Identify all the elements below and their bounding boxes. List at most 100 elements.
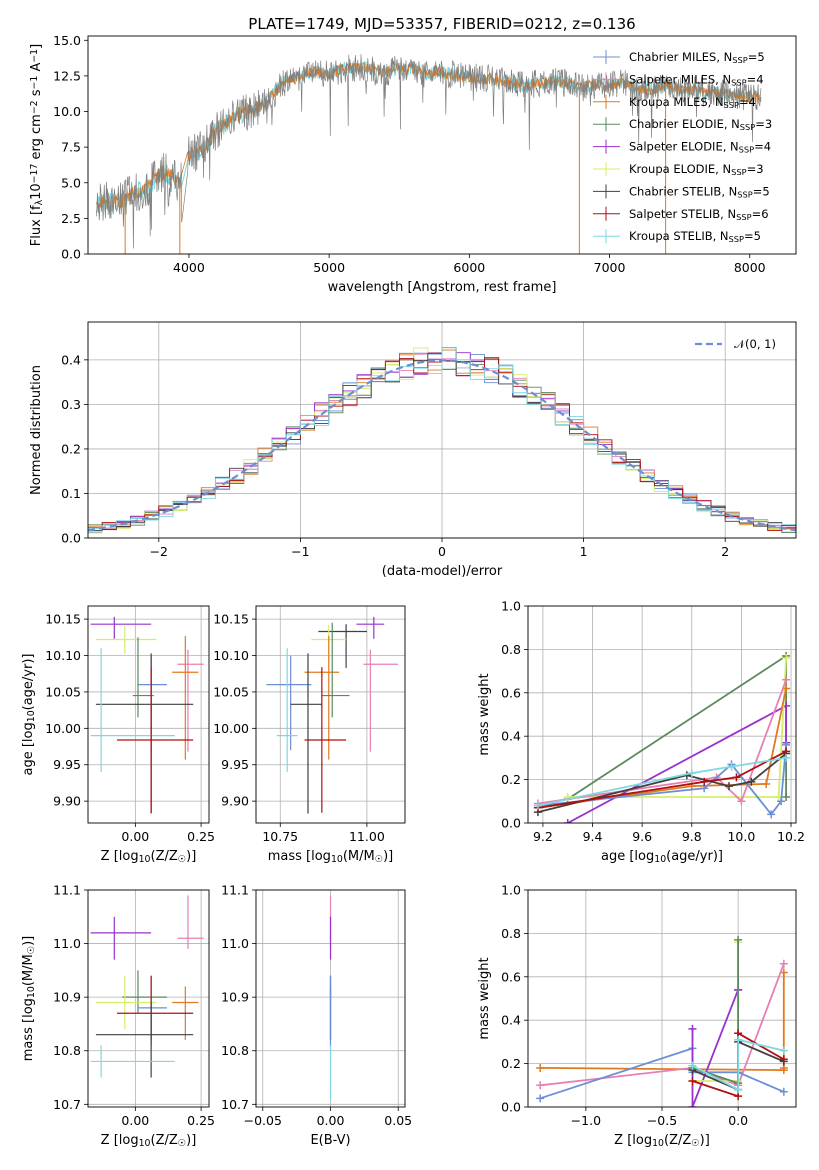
y-tick-label: 0.0 <box>61 531 81 546</box>
y-tick-label: 10.7 <box>221 1097 249 1112</box>
spectrum-marks <box>95 54 762 254</box>
spectrum-line <box>96 61 762 212</box>
x-axis-label: Z [log10(Z/Z☉)] <box>614 1133 710 1149</box>
x-tick-label: −2 <box>150 544 168 559</box>
y-tick-label: 11.1 <box>53 883 81 898</box>
y-tick-label: 9.90 <box>221 794 249 809</box>
y-tick-label: 5.0 <box>61 175 81 190</box>
y-tick-label: 10.9 <box>53 990 81 1005</box>
mass-weight-point <box>767 810 776 819</box>
mass-weight-line <box>567 704 787 823</box>
mass-weight-line <box>692 1038 785 1092</box>
x-axis-label: E(B-V) <box>310 1133 350 1148</box>
mass-weight-point <box>737 797 746 806</box>
y-tick-label: 2.5 <box>61 211 81 226</box>
mass-vs-Z-marks <box>90 895 204 1078</box>
x-tick-label: 9.8 <box>682 829 702 844</box>
x-tick-label: 11.00 <box>349 829 385 844</box>
mass-weight-point <box>734 1035 743 1044</box>
mass-weight-point <box>782 792 791 801</box>
mass-weight-line <box>537 757 787 807</box>
mass-weight-point <box>734 1085 743 1094</box>
mass-weight-point <box>536 1094 545 1103</box>
y-axis-label: mass weight <box>477 673 492 755</box>
y-tick-label: 0.0 <box>501 816 521 831</box>
y-tick-label: 0.8 <box>501 926 521 941</box>
y-tick-label: 0.3 <box>61 397 81 412</box>
x-tick-label: −1 <box>291 544 309 559</box>
y-tick-label: 9.95 <box>53 757 81 772</box>
y-tick-label: 10.00 <box>213 721 249 736</box>
plot-frame <box>87 35 797 255</box>
mass-weight-point <box>779 1087 788 1096</box>
age-vs-Z-marks <box>90 616 204 814</box>
x-tick-label: 9.4 <box>583 829 603 844</box>
x-axis-label: age [log10(age/yr)] <box>601 849 723 865</box>
y-tick-label: 11.1 <box>221 883 249 898</box>
y-tick-label: 0.0 <box>501 1100 521 1115</box>
y-tick-label: 10.15 <box>213 612 249 627</box>
y-tick-label: 1.0 <box>501 599 521 614</box>
mass-weight-line <box>540 972 785 1072</box>
y-axis-label: mass [log10(M/M☉)] <box>21 936 37 1062</box>
y-tick-label: 9.95 <box>221 757 249 772</box>
mass-weight-line <box>692 939 739 1085</box>
x-axis-label: wavelength [Angstrom, rest frame] <box>328 280 557 295</box>
x-tick-label: −0.5 <box>647 1113 677 1128</box>
mass-weight-point <box>688 1103 697 1107</box>
plot-frame <box>527 889 797 1108</box>
x-tick-label: 10.2 <box>777 829 805 844</box>
plot-frame <box>87 321 797 539</box>
y-tick-label: 10.10 <box>45 648 81 663</box>
x-tick-label: 5000 <box>313 260 345 275</box>
plot-frame <box>527 605 797 824</box>
legend-entry: Chabrier STELIB, NSSP=5 <box>629 184 770 199</box>
x-tick-label: 0.00 <box>121 829 149 844</box>
y-tick-label: 10.15 <box>45 612 81 627</box>
x-tick-label: −0.05 <box>244 1113 282 1128</box>
y-tick-label: 10.0 <box>53 104 81 119</box>
x-tick-label: −1.0 <box>571 1113 601 1128</box>
y-tick-label: 0.0 <box>61 247 81 262</box>
massweight-vs-age-axes: 9.2 9.4 9.6 9.8 10.0 10.2 0.0 0.2 0.4 0.6 0.8 1.0 ag… <box>477 599 805 866</box>
mass-weight-point <box>536 1063 545 1072</box>
mass-weight-point <box>563 819 572 823</box>
mass-weight-line <box>540 963 785 1087</box>
x-tick-label: 10.0 <box>727 829 755 844</box>
massweight-vs-Z-axes: −1.0 −0.5 0.0 0.0 0.2 0.4 0.6 0.8 1.0 Z [log10(Z/… <box>477 883 796 1149</box>
y-tick-label: 9.90 <box>53 794 81 809</box>
mass-weight-point <box>700 777 709 786</box>
legend-entry: Salpeter STELIB, NSSP=6 <box>629 207 769 222</box>
x-tick-label: 2 <box>721 544 729 559</box>
mass-weight-point <box>688 1061 697 1070</box>
age-vs-mass-marks <box>266 616 399 814</box>
y-tick-label: 11.0 <box>221 936 249 951</box>
legend-entry: Kroupa ELODIE, NSSP=3 <box>629 162 764 177</box>
x-tick-label: 0.00 <box>317 1113 345 1128</box>
mass-weight-point <box>727 762 736 771</box>
x-axis-label: Z [log10(Z/Z☉)] <box>101 1133 197 1149</box>
y-tick-label: 1.0 <box>501 883 521 898</box>
y-tick-label: 0.6 <box>501 969 521 984</box>
mass-weight-point <box>688 1076 697 1085</box>
mass-weight-point <box>779 1055 788 1064</box>
legend-entry: Kroupa MILES, NSSP=4 <box>629 95 756 110</box>
legend-entry: Salpeter MILES, NSSP=4 <box>629 72 764 87</box>
x-tick-label: 10.75 <box>262 829 298 844</box>
x-axis-label: (data-model)/error <box>382 564 503 579</box>
age-vs-Z-axes: 0.00 0.25 9.90 9.95 10.00 10.05 10.10 10.15 Z [l… <box>21 606 215 865</box>
mass-weight-point <box>688 1024 697 1033</box>
residuals-axes: −2 −1 0 1 2 0.0 0.1 0.2 0.3 0.4 (data-model)/error… <box>29 322 796 579</box>
mass-vs-EBV-axes: −0.05 0.00 0.05 10.7 10.8 10.9 11.0 11.1 E(B-V) <box>221 883 412 1149</box>
mass-weight-line <box>692 942 739 1082</box>
y-tick-label: 10.10 <box>213 648 249 663</box>
mass-weight-line <box>537 744 787 816</box>
mass-weight-point <box>533 801 542 810</box>
y-tick-label: 10.05 <box>45 684 81 699</box>
plot-frame <box>87 889 210 1108</box>
mass-weight-point <box>777 797 786 806</box>
y-tick-label: 10.8 <box>221 1043 249 1058</box>
plot-frame <box>255 605 406 824</box>
x-axis-label: mass [log10(M/M☉)] <box>268 849 394 865</box>
